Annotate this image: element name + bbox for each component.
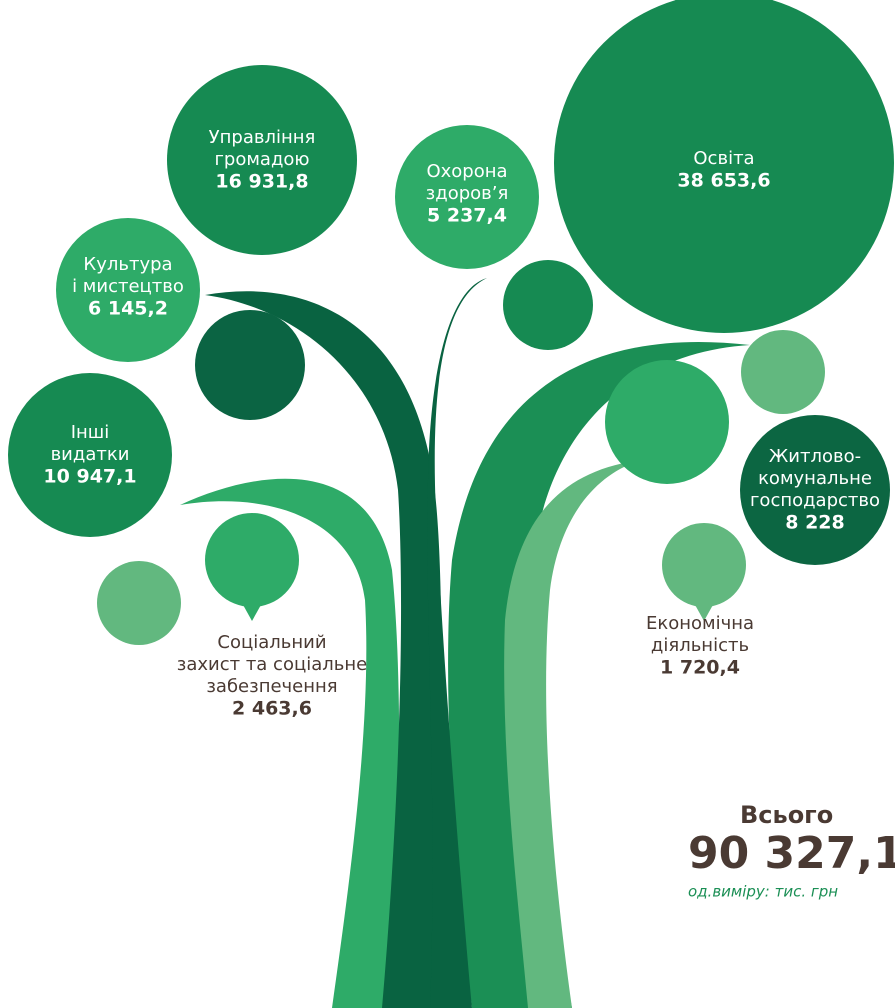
item-value: 6 145,2 <box>88 298 168 320</box>
item-circle <box>662 523 746 607</box>
decor-circle <box>503 260 593 350</box>
item-label: Управління <box>209 127 316 148</box>
bubble-tail <box>242 603 262 621</box>
item-label: здоров’я <box>426 183 509 204</box>
decor-circle <box>195 310 305 420</box>
item-label: Соціальний <box>217 632 326 653</box>
item-label: громадою <box>214 149 309 170</box>
item-label: Охорона <box>426 161 507 182</box>
item-circle <box>740 415 890 565</box>
item-circle <box>205 513 299 607</box>
total-value: 90 327,1 <box>688 828 895 879</box>
tree-trunk <box>180 278 750 1008</box>
branch <box>427 278 487 1008</box>
item-value: 38 653,6 <box>677 170 770 192</box>
item-label: видатки <box>51 444 130 465</box>
branch <box>504 460 642 1008</box>
total-unit: од.виміру: тис. грн <box>688 883 838 901</box>
item-label: Економічна <box>646 613 754 634</box>
decor-circles <box>97 260 825 645</box>
item-label: забезпечення <box>206 676 337 697</box>
item-label: захист та соціальне <box>177 654 367 675</box>
item-value: 8 228 <box>785 512 845 534</box>
item-label: господарство <box>750 490 880 511</box>
item-value: 5 237,4 <box>427 205 507 227</box>
decor-circle <box>97 561 181 645</box>
item-circle <box>56 218 200 362</box>
branch <box>205 291 442 1008</box>
item-circle <box>167 65 357 255</box>
item-circle <box>554 0 894 333</box>
item-value: 2 463,6 <box>232 698 312 720</box>
item-circle <box>395 125 539 269</box>
item-value: 16 931,8 <box>215 171 308 193</box>
decor-circle <box>741 330 825 414</box>
item-label: Культура <box>83 254 172 275</box>
total-title: Всього <box>740 801 833 829</box>
item-label: і мистецтво <box>72 276 184 297</box>
item-label: Інші <box>71 422 110 443</box>
branch <box>180 478 400 1008</box>
item-circle <box>8 373 172 537</box>
item-value: 1 720,4 <box>660 657 740 679</box>
item-label: комунальне <box>758 468 872 489</box>
item-label: Освіта <box>693 148 754 169</box>
item-label: Житлово- <box>769 446 861 467</box>
decor-circle <box>605 360 729 484</box>
bubble-tail <box>694 603 714 621</box>
item-value: 10 947,1 <box>43 466 136 488</box>
item-label: діяльність <box>651 635 749 656</box>
